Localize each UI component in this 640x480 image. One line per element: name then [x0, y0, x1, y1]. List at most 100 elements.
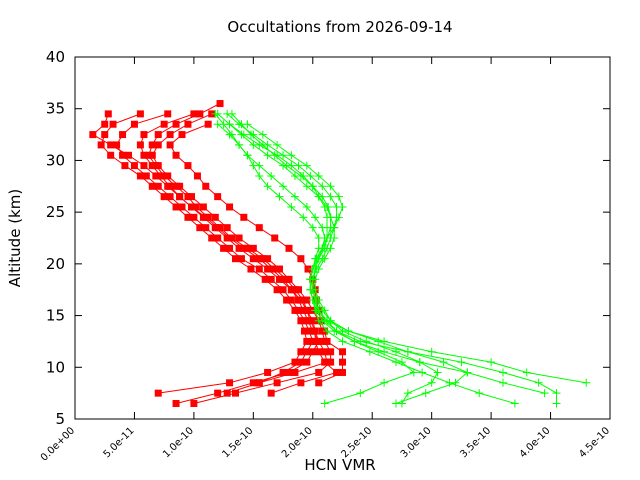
data-point	[445, 378, 454, 387]
data-point	[140, 151, 148, 159]
x-axis-label: HCN VMR	[304, 456, 375, 474]
data-point	[190, 399, 198, 407]
data-point	[247, 265, 255, 273]
data-point	[255, 224, 263, 232]
data-point	[297, 255, 305, 263]
data-point	[226, 203, 234, 211]
data-point	[339, 348, 346, 356]
data-point	[283, 296, 291, 304]
data-point	[160, 193, 168, 201]
data-point	[303, 296, 311, 304]
data-point	[582, 378, 591, 387]
data-point	[334, 192, 343, 201]
data-point	[309, 327, 317, 335]
data-point	[304, 317, 312, 325]
data-point	[297, 379, 305, 387]
data-point	[249, 130, 258, 139]
data-point	[208, 234, 216, 242]
data-point	[297, 358, 305, 366]
data-point	[166, 193, 174, 201]
data-point	[178, 203, 186, 211]
data-point	[130, 162, 138, 170]
data-point	[308, 182, 317, 191]
data-point	[338, 337, 347, 346]
data-point	[148, 151, 156, 159]
data-point	[243, 244, 251, 252]
data-point	[291, 286, 299, 294]
data-point	[323, 244, 332, 253]
data-point	[290, 192, 299, 201]
y-tick-label: 35	[46, 100, 65, 118]
data-point	[318, 254, 327, 263]
data-point	[418, 368, 427, 377]
data-point	[130, 120, 138, 128]
data-point	[232, 255, 239, 263]
data-point	[164, 182, 172, 190]
data-point	[439, 358, 448, 367]
data-point	[303, 358, 311, 366]
data-point	[226, 244, 234, 252]
data-point	[154, 389, 162, 397]
data-point	[176, 193, 184, 201]
data-point	[433, 368, 442, 377]
data-point	[291, 358, 299, 366]
y-tick-label: 15	[46, 307, 65, 325]
data-point	[308, 223, 317, 232]
data-point	[323, 316, 332, 325]
data-point	[264, 255, 272, 263]
data-point	[119, 151, 127, 159]
data-point	[235, 120, 244, 129]
data-point	[326, 234, 335, 242]
data-point	[255, 379, 263, 387]
data-point	[271, 234, 279, 242]
series-line	[217, 123, 415, 404]
data-point	[255, 265, 263, 273]
data-point	[273, 140, 282, 149]
data-point	[510, 399, 519, 408]
data-point	[196, 224, 204, 232]
data-point	[264, 368, 272, 376]
data-point	[113, 141, 121, 149]
data-point	[323, 327, 332, 336]
data-point	[415, 358, 424, 367]
data-point	[202, 213, 210, 221]
data-point	[287, 286, 295, 294]
data-point	[237, 255, 245, 263]
data-point	[109, 120, 117, 128]
data-point	[249, 379, 257, 387]
data-point	[214, 389, 222, 397]
data-point	[314, 171, 323, 180]
data-point	[240, 244, 248, 252]
y-tick-label: 30	[46, 151, 65, 169]
data-point	[119, 131, 127, 139]
y-tick-label: 5	[55, 410, 65, 428]
data-point	[172, 120, 180, 128]
data-point	[148, 162, 156, 170]
data-point	[154, 141, 162, 149]
data-point	[327, 358, 335, 366]
data-point	[255, 161, 264, 170]
data-point	[140, 131, 148, 139]
data-point	[487, 358, 496, 367]
data-point	[291, 368, 299, 376]
data-point	[287, 296, 295, 304]
data-point	[164, 110, 172, 118]
data-point	[344, 327, 353, 336]
data-point	[457, 358, 466, 367]
data-point	[403, 389, 412, 398]
data-point	[287, 202, 296, 211]
data-point	[333, 368, 341, 376]
data-point	[235, 140, 244, 149]
data-point	[121, 162, 129, 170]
data-point	[190, 110, 198, 118]
series-layer	[89, 100, 591, 408]
data-point	[152, 172, 160, 180]
data-point	[362, 337, 371, 346]
data-point	[223, 389, 231, 397]
data-point	[188, 193, 196, 201]
data-point	[297, 348, 305, 356]
data-point	[365, 347, 374, 356]
data-point	[326, 182, 335, 191]
series-12	[211, 109, 519, 408]
